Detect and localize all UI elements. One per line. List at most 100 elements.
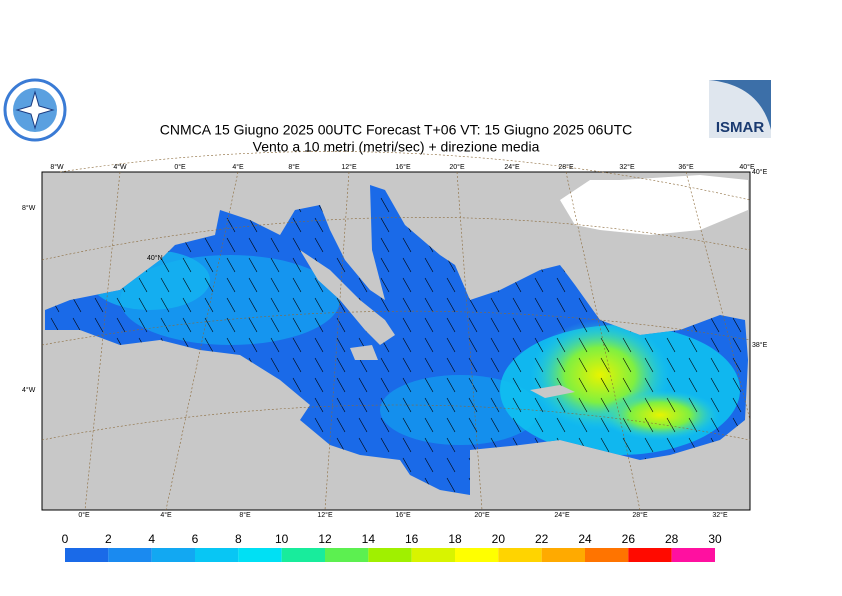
wind-arrow: [490, 377, 500, 393]
wind-arrow: [490, 397, 500, 413]
wind-arrow: [380, 257, 390, 273]
wind-arrow: [710, 337, 720, 353]
wind-arrow: [578, 297, 588, 313]
wind-arrow: [72, 317, 82, 333]
logo-right: ISMAR: [709, 80, 771, 138]
lon-label: 38°E: [752, 341, 768, 349]
wind-arrow: [248, 337, 258, 353]
wind-arrow: [666, 337, 676, 353]
wind-arrow: [380, 377, 390, 393]
wind-arrow: [358, 277, 368, 293]
wind-arrow: [622, 377, 632, 393]
lon-label: 4°E: [160, 511, 172, 519]
subtitle: Vento a 10 metri (metri/sec) + direzione…: [253, 139, 540, 155]
wind-arrow: [534, 277, 544, 293]
wind-arrow: [292, 237, 302, 253]
wind-arrow: [270, 297, 280, 313]
colorbar-label: 26: [622, 532, 636, 546]
lon-label: 0°E: [174, 163, 186, 171]
lat-label: 8°W: [22, 204, 36, 212]
wind-arrow: [138, 317, 148, 333]
wind-arrow: [402, 417, 412, 433]
wind-arrow: [534, 417, 544, 433]
wind-arrow: [468, 297, 478, 313]
wind-arrow: [226, 297, 236, 313]
wind-arrow: [248, 277, 258, 293]
wind-arrow: [446, 317, 456, 333]
wind-arrow: [578, 317, 588, 333]
lon-label: 4°W: [113, 163, 127, 171]
wind-arrow: [50, 317, 60, 333]
wind-arrow: [380, 217, 390, 233]
wind-arrow: [380, 297, 390, 313]
wind-arrow: [270, 357, 280, 373]
wind-arrow: [380, 277, 390, 293]
wind-arrow: [578, 417, 588, 433]
colorbar-segment: [151, 548, 195, 562]
wind-arrow: [270, 337, 280, 353]
wind-arrow: [644, 397, 654, 413]
wind-arrow: [556, 397, 566, 413]
wind-arrow: [534, 337, 544, 353]
wind-arrow: [666, 357, 676, 373]
wind-arrow: [600, 437, 610, 453]
wind-arrow: [732, 397, 742, 413]
wind-arrow: [358, 357, 368, 373]
wind-arrow: [446, 297, 456, 313]
wind-arrow: [314, 337, 324, 353]
wind-arrow: [556, 337, 566, 353]
wind-arrow: [512, 377, 522, 393]
wind-arrow: [534, 357, 544, 373]
colorbar-segment: [368, 548, 412, 562]
lon-label: 8°E: [288, 163, 300, 171]
wind-arrow: [94, 317, 104, 333]
wind-arrow: [534, 317, 544, 333]
lon-label: 32°E: [619, 163, 635, 171]
wind-arrow: [160, 257, 170, 273]
wind-arrow: [468, 397, 478, 413]
wind-arrow: [468, 337, 478, 353]
wind-arrow: [292, 317, 302, 333]
wind-arrow: [534, 297, 544, 313]
lon-label: 24°E: [504, 163, 520, 171]
colorbar-label: 28: [665, 532, 679, 546]
lon-label: 20°E: [449, 163, 465, 171]
wind-arrow: [424, 417, 434, 433]
wind-arrow: [644, 337, 654, 353]
wind-arrow: [534, 397, 544, 413]
wind-arrow: [732, 337, 742, 353]
wind-arrow: [424, 337, 434, 353]
wind-arrow: [402, 337, 412, 353]
wind-arrow: [710, 357, 720, 373]
colorbar-segment: [671, 548, 715, 562]
wind-arrow: [402, 357, 412, 373]
lon-label: 12°E: [341, 163, 357, 171]
colorbar-segment: [585, 548, 629, 562]
colorbar-segment: [411, 548, 455, 562]
wind-arrow: [336, 357, 346, 373]
wind-arrow: [424, 257, 434, 273]
wind-arrow: [732, 377, 742, 393]
colorbar-segment: [455, 548, 499, 562]
wind-arrow: [424, 457, 434, 473]
wind-arrow: [490, 337, 500, 353]
wind-arrow: [160, 277, 170, 293]
lon-label: 40°E: [752, 168, 768, 176]
wind-arrow: [578, 377, 588, 393]
wind-arrow: [358, 397, 368, 413]
colorbar-label: 0: [62, 532, 69, 546]
map: [41, 151, 751, 511]
colorbar-segment: [325, 548, 369, 562]
wind-arrow: [314, 377, 324, 393]
colorbar-label: 16: [405, 532, 419, 546]
wind-arrow: [688, 397, 698, 413]
wind-arrow: [402, 237, 412, 253]
wind-arrow: [556, 277, 566, 293]
colorbar-label: 8: [235, 532, 242, 546]
lon-label: 28°E: [632, 511, 648, 519]
wind-arrow: [732, 357, 742, 373]
wind-arrow: [578, 357, 588, 373]
wind-arrow: [248, 317, 258, 333]
wind-arrow: [336, 377, 346, 393]
